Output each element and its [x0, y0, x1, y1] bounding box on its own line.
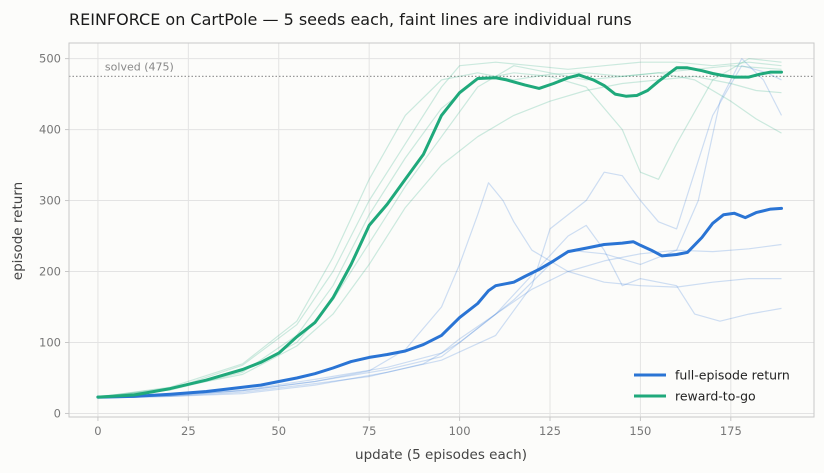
x-axis-label: update (5 episodes each): [355, 447, 527, 463]
individual-runs: [97, 58, 783, 400]
full-episode-return-run-3: [97, 243, 782, 398]
x-tick-label: 125: [539, 424, 561, 438]
legend: full-episode return reward-to-go: [634, 368, 790, 404]
full-episode-return-run-5: [97, 58, 783, 398]
y-tick-label: 400: [39, 123, 61, 137]
full-episode-return-run-4: [97, 65, 782, 399]
y-tick-label: 500: [39, 52, 61, 66]
x-tick-label: 50: [271, 424, 286, 438]
solved-threshold-label: solved (475): [105, 60, 174, 73]
x-tick-label: 25: [181, 424, 196, 438]
reward-to-go-mean-line: [96, 66, 783, 399]
chart-title: REINFORCE on CartPole — 5 seeds each, fa…: [69, 10, 632, 29]
reward-to-go-run-3: [97, 58, 782, 397]
full-episode-return-run-2: [97, 224, 782, 399]
grid: [69, 43, 814, 417]
x-tick-label: 0: [94, 424, 101, 438]
tick-labels: 0 25 50 75 100 125 150 175 0 100 200 300 400 500: [39, 52, 742, 438]
legend-label-full-episode-return: full-episode return: [675, 368, 790, 383]
plot-frame: [68, 42, 815, 418]
y-axis-label: episode return: [10, 182, 26, 280]
y-tick-label: 0: [54, 406, 61, 420]
reward-to-go-run-2: [97, 65, 782, 398]
x-tick-label: 75: [362, 424, 377, 438]
reference-line-group: solved (475): [69, 60, 814, 77]
mean-lines: [96, 66, 783, 399]
reward-to-go-run-4: [97, 75, 782, 399]
y-tick-label: 100: [39, 335, 61, 349]
legend-label-reward-to-go: reward-to-go: [675, 389, 756, 404]
x-tick-label: 150: [629, 424, 651, 438]
reward-to-go-run-1: [97, 61, 782, 399]
y-tick-label: 300: [39, 194, 61, 208]
axes: [68, 42, 815, 418]
y-tick-label: 200: [39, 265, 61, 279]
full-episode-return-run-1: [97, 182, 782, 400]
x-tick-label: 175: [720, 424, 742, 438]
x-tick-label: 100: [449, 424, 471, 438]
full-episode-return-mean-line: [96, 206, 783, 399]
